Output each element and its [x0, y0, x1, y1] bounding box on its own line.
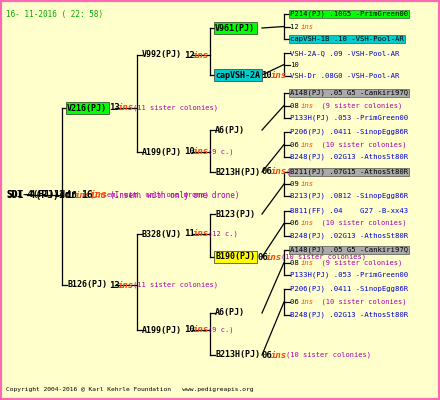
Text: B811(FF) .04    G27 -B-xx43: B811(FF) .04 G27 -B-xx43	[290, 208, 408, 214]
Text: (9 c.): (9 c.)	[208, 327, 234, 333]
Text: ins: ins	[90, 190, 108, 200]
Text: V992(PJ): V992(PJ)	[142, 50, 182, 60]
Text: 13: 13	[109, 104, 120, 112]
Text: ins: ins	[266, 252, 282, 262]
Text: (10 sister colonies): (10 sister colonies)	[286, 169, 370, 175]
Text: Copyright 2004-2016 @ Karl Kehrle Foundation   www.pedigreapis.org: Copyright 2004-2016 @ Karl Kehrle Founda…	[6, 387, 253, 392]
Text: 12: 12	[290, 24, 303, 30]
Text: 16: 16	[66, 190, 77, 200]
Text: V961(PJ): V961(PJ)	[215, 24, 255, 32]
Text: ins: ins	[118, 104, 134, 112]
Text: 12: 12	[184, 50, 195, 60]
Text: ins: ins	[301, 142, 314, 148]
Text: 08: 08	[290, 260, 303, 266]
Text: 06: 06	[261, 350, 272, 360]
Text: B211(PJ) .07G15 -AthosSt80R: B211(PJ) .07G15 -AthosSt80R	[290, 169, 408, 175]
Text: B213H(PJ): B213H(PJ)	[215, 350, 260, 360]
Text: ins: ins	[301, 24, 314, 30]
Text: A6(PJ): A6(PJ)	[215, 308, 245, 318]
Text: 16- 11-2016 ( 22: 58): 16- 11-2016 ( 22: 58)	[6, 10, 103, 19]
Text: P206(PJ) .0411 -SinopEgg86R: P206(PJ) .0411 -SinopEgg86R	[290, 129, 408, 135]
Text: ins: ins	[301, 103, 314, 109]
Text: (12 c.): (12 c.)	[208, 231, 238, 237]
Text: (10 sister colonies): (10 sister colonies)	[286, 352, 370, 358]
Text: (11 sister colonies): (11 sister colonies)	[133, 105, 218, 111]
Text: ins: ins	[301, 181, 314, 187]
Text: (11 sister colonies): (11 sister colonies)	[133, 282, 218, 288]
Text: (9 sister colonies): (9 sister colonies)	[313, 260, 402, 266]
Text: P206(PJ) .0411 -SinopEgg86R: P206(PJ) .0411 -SinopEgg86R	[290, 286, 408, 292]
Text: ins: ins	[118, 280, 134, 290]
Text: 10: 10	[184, 326, 195, 334]
Text: SDI-4(PJ)1dr: SDI-4(PJ)1dr	[6, 190, 77, 200]
Text: B126(PJ): B126(PJ)	[67, 280, 107, 290]
Text: ins: ins	[75, 190, 91, 200]
Text: (9 c.): (9 c.)	[208, 149, 234, 155]
Text: A199(PJ): A199(PJ)	[142, 326, 182, 334]
Text: ins: ins	[301, 220, 314, 226]
Text: 06: 06	[290, 220, 303, 226]
Text: P214(PJ) .10G5 -PrimGreen00: P214(PJ) .10G5 -PrimGreen00	[290, 11, 408, 17]
Text: (Insem. with only one drone): (Insem. with only one drone)	[90, 192, 209, 198]
Text: 08: 08	[290, 103, 303, 109]
Text: B213H(PJ): B213H(PJ)	[215, 168, 260, 176]
Text: ins: ins	[271, 70, 286, 80]
Text: (10 sister colonies): (10 sister colonies)	[313, 299, 406, 305]
Text: ins: ins	[193, 326, 209, 334]
Text: 13: 13	[109, 280, 120, 290]
Text: (10 sister colonies): (10 sister colonies)	[313, 142, 406, 148]
Text: A148(PJ) .05 G5 -Cankiri97Q: A148(PJ) .05 G5 -Cankiri97Q	[290, 247, 408, 253]
Text: ins: ins	[271, 168, 286, 176]
Text: 09: 09	[290, 181, 303, 187]
Text: 06: 06	[257, 252, 268, 262]
Text: P133H(PJ) .053 -PrimGreen00: P133H(PJ) .053 -PrimGreen00	[290, 272, 408, 278]
Text: ins: ins	[301, 299, 314, 305]
Text: B190(PJ): B190(PJ)	[215, 252, 255, 262]
Text: 10: 10	[261, 70, 272, 80]
Text: 06: 06	[290, 299, 303, 305]
Text: A199(PJ): A199(PJ)	[142, 148, 182, 156]
Text: SDI-4(PJ)1dr: SDI-4(PJ)1dr	[6, 190, 70, 200]
Text: capVSH-2A: capVSH-2A	[215, 70, 260, 80]
Text: (10 sister colonies): (10 sister colonies)	[313, 220, 406, 226]
Text: ins: ins	[271, 350, 286, 360]
Text: 11: 11	[184, 230, 195, 238]
Text: 16: 16	[81, 190, 93, 200]
Text: B248(PJ) .02G13 -AthosSt80R: B248(PJ) .02G13 -AthosSt80R	[290, 312, 408, 318]
Text: ins: ins	[193, 148, 209, 156]
Text: B248(PJ) .02G13 -AthosSt80R: B248(PJ) .02G13 -AthosSt80R	[290, 154, 408, 160]
Text: V216(PJ): V216(PJ)	[67, 104, 107, 112]
Text: B248(PJ) .02G13 -AthosSt80R: B248(PJ) .02G13 -AthosSt80R	[290, 233, 408, 239]
Text: 10: 10	[184, 148, 195, 156]
Text: (9 sister colonies): (9 sister colonies)	[313, 103, 402, 109]
Text: B328(VJ): B328(VJ)	[142, 230, 182, 238]
Text: B213(PJ) .0812 -SinopEgg86R: B213(PJ) .0812 -SinopEgg86R	[290, 193, 408, 199]
Text: capVSH-1B .10 -VSH-Pool-AR: capVSH-1B .10 -VSH-Pool-AR	[290, 36, 404, 42]
Text: VSH-2A-Q .09 -VSH-Pool-AR: VSH-2A-Q .09 -VSH-Pool-AR	[290, 50, 400, 56]
Text: (Insem. with only one drone): (Insem. with only one drone)	[110, 190, 239, 200]
Text: (10 sister colonies): (10 sister colonies)	[281, 254, 366, 260]
Text: 06: 06	[290, 142, 303, 148]
Text: ins: ins	[301, 260, 314, 266]
Text: ins: ins	[193, 50, 209, 60]
Text: B123(PJ): B123(PJ)	[215, 210, 255, 218]
Text: ins: ins	[193, 230, 209, 238]
Text: 10: 10	[290, 62, 299, 68]
Text: A6(PJ): A6(PJ)	[215, 126, 245, 134]
Text: VSH-Dr .08G0 -VSH-Pool-AR: VSH-Dr .08G0 -VSH-Pool-AR	[290, 73, 400, 79]
Text: A148(PJ) .05 G5 -Cankiri97Q: A148(PJ) .05 G5 -Cankiri97Q	[290, 90, 408, 96]
Text: 06: 06	[261, 168, 272, 176]
Text: P133H(PJ) .053 -PrimGreen00: P133H(PJ) .053 -PrimGreen00	[290, 115, 408, 121]
